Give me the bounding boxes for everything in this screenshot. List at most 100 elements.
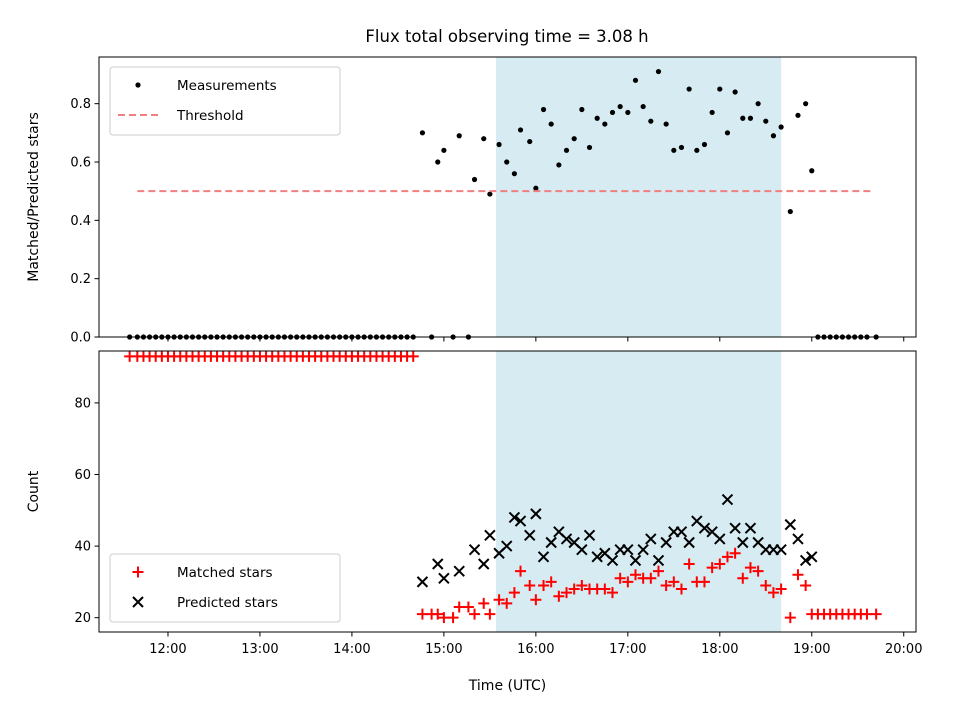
predicted-stars-point [501,540,513,552]
measurement-point [632,77,639,83]
x-tick-label: 14:00 [333,642,370,657]
predicted-stars-point [784,518,797,531]
measurement-point [435,159,441,165]
matched-stars-point [775,583,787,595]
measurement-point [724,130,731,136]
measurement-point [556,162,562,168]
measurement-point [787,208,793,215]
predicted-stars-point [799,554,812,567]
measurement-point [471,176,478,183]
legend-box [109,66,341,136]
matched-stars-point [462,601,474,613]
measurement-point [609,109,616,116]
ratio-panel: 0.00.20.40.60.8 Matched/Predicted stars … [26,56,917,346]
ratio-y-axis-label: Matched/Predicted stars [26,112,42,282]
measurement-point [481,136,487,142]
measurement-point [617,103,623,110]
measurement-point [686,86,692,92]
ratio-y-axis: 0.0 0.2 0.4 0.6 0.8 [70,97,99,346]
predicted-stars-point [645,533,657,545]
predicted-stars-point [721,493,734,506]
matched-stars-point [553,590,565,602]
measurement-point [678,144,685,151]
matched-stars-point [432,608,444,620]
matched-stars-point [484,608,496,620]
x-tick-label: 20:00 [885,642,922,657]
count-legend: Matched stars Predicted stars [109,553,341,623]
predicted-stars-point [792,533,804,545]
predicted-stars-point [675,526,688,538]
matched-stars-point [870,608,882,620]
matched-stars-point [614,572,626,584]
predicted-stars-point [524,529,536,542]
measurement-point [548,121,554,127]
observing-window-span [496,57,782,337]
measurement-point [602,121,608,127]
legend-plus-swatch [132,566,144,578]
matched-stars-point [576,579,588,591]
legend-x-swatch [132,596,144,608]
y-tick-label: 20 [74,611,91,626]
measurement-point [803,101,809,107]
measurement-point [694,147,700,153]
predicted-stars-point [583,529,596,542]
measurement-point [527,138,533,145]
x-tick-label: 18:00 [701,642,738,657]
matched-stars-point [407,350,419,362]
x-tick-label: 16:00 [517,642,554,657]
predicted-stars-point [453,565,465,577]
y-tick-label: 0.4 [70,214,91,229]
matched-stars-point [622,576,634,588]
count-x-axis: 12:00 13:00 14:00 15:00 16:00 17:00 18:00 19:00… [149,632,922,657]
ratio-x-axis [167,337,905,342]
matched-stars-point [645,572,657,584]
x-tick-label: 12:00 [149,642,186,657]
predicted-stars-point [560,533,573,545]
count-y-axis-label: Count [26,470,42,512]
measurement-point [511,171,517,177]
matched-stars-point [447,612,459,624]
legend-entry-label: Measurements [177,78,277,94]
count-plot-frame [98,350,917,633]
measurement-point [640,103,646,110]
matched-stars-point [501,597,513,609]
measurement-point [496,141,502,148]
predicted-stars-point [606,554,619,567]
measurement-point [594,115,600,121]
measurement-point [441,147,447,153]
measurement-point [579,106,585,113]
x-axis-label: Time (UTC) [468,678,546,694]
matched-stars-point [469,608,481,620]
predicted-stars-point [629,554,642,567]
measurement-point [563,147,570,153]
matched-stars-point [508,587,520,599]
predicted-stars-point [660,536,672,549]
measurement-point [517,127,524,133]
predicted-stars-point [591,551,603,563]
matched-stars-point [737,572,749,584]
matched-stars-point [792,569,804,581]
predicted-stars-point [714,533,726,545]
measurement-point [504,159,510,165]
matched-stars-point [752,565,764,577]
predicted-stars-point [806,551,818,563]
measurement-point [586,144,593,151]
count-series-layer [124,350,882,624]
predicted-stars-point [545,536,557,549]
measurement-point [809,168,815,174]
matched-stars-point [515,565,527,577]
x-tick-label: 15:00 [425,642,462,657]
matched-stars-point [675,583,687,595]
measurement-point [648,118,654,124]
matched-stars-point [538,579,550,591]
legend-dot-swatch [135,82,141,88]
matched-stars-point [416,608,428,620]
measurement-point [571,136,577,142]
measurement-point [778,124,784,130]
matched-stars-point [744,562,756,574]
matched-stars-point [800,579,812,591]
measurement-point [770,133,777,139]
matched-stars-point [698,576,710,588]
ratio-legend: Measurements Threshold [109,66,341,136]
predicted-stars-point [637,543,649,556]
